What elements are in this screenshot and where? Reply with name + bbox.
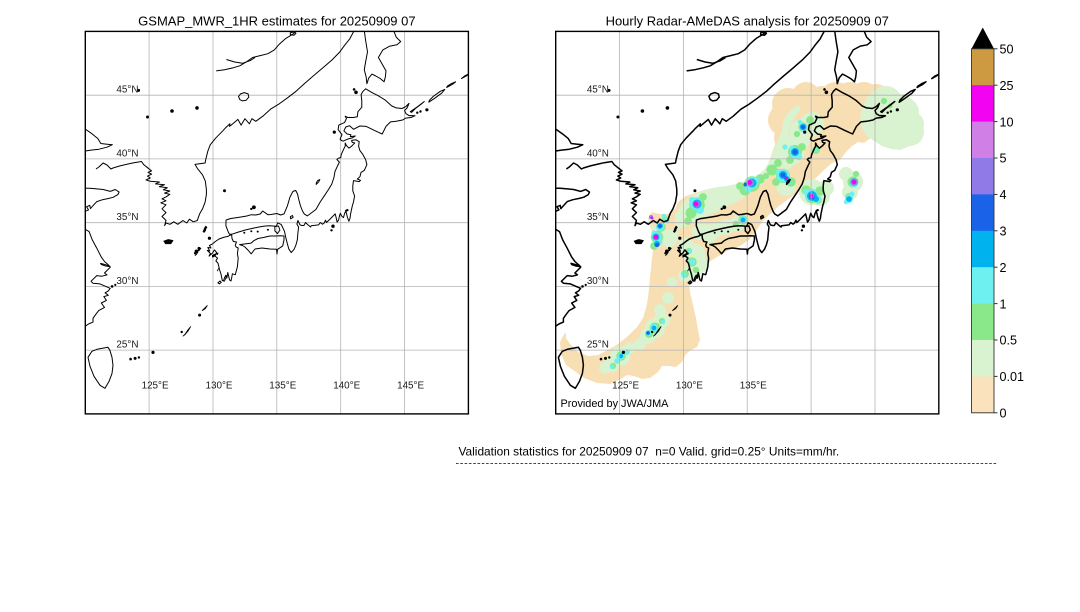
svg-text:40°N: 40°N [587, 148, 609, 159]
svg-text:40°N: 40°N [116, 148, 138, 159]
svg-text:25: 25 [1000, 79, 1014, 93]
svg-text:25°N: 25°N [116, 340, 138, 351]
svg-text:0.01: 0.01 [1000, 370, 1025, 384]
svg-text:125°E: 125°E [612, 381, 639, 392]
svg-text:5: 5 [1000, 152, 1007, 166]
svg-text:140°E: 140°E [333, 381, 360, 392]
svg-text:10: 10 [1000, 115, 1014, 129]
svg-text:Hourly Radar-AMeDAS analysis f: Hourly Radar-AMeDAS analysis for 2025090… [606, 14, 889, 29]
svg-text:135°E: 135°E [269, 381, 296, 392]
svg-text:145°E: 145°E [397, 381, 424, 392]
svg-text:4: 4 [1000, 188, 1007, 202]
svg-text:50: 50 [1000, 43, 1014, 57]
svg-text:45°N: 45°N [116, 85, 138, 96]
svg-text:1: 1 [1000, 297, 1007, 311]
svg-text:GSMAP_MWR_1HR estimates for 20: GSMAP_MWR_1HR estimates for 20250909 07 [138, 14, 415, 29]
svg-text:0: 0 [1000, 407, 1007, 421]
svg-text:2: 2 [1000, 261, 1007, 275]
svg-text:130°E: 130°E [676, 381, 703, 392]
svg-text:Validation statistics for 2025: Validation statistics for 20250909 07 n=… [459, 445, 840, 459]
svg-text:Provided by JWA/JMA: Provided by JWA/JMA [561, 398, 670, 410]
svg-text:25°N: 25°N [587, 340, 609, 351]
svg-text:125°E: 125°E [142, 381, 169, 392]
svg-text:30°N: 30°N [587, 276, 609, 287]
svg-text:30°N: 30°N [116, 276, 138, 287]
svg-text:0.5: 0.5 [1000, 334, 1018, 348]
svg-text:135°E: 135°E [740, 381, 767, 392]
svg-text:35°N: 35°N [587, 212, 609, 223]
svg-text:3: 3 [1000, 225, 1007, 239]
svg-text:45°N: 45°N [587, 85, 609, 96]
svg-text:35°N: 35°N [116, 212, 138, 223]
svg-text:130°E: 130°E [205, 381, 232, 392]
